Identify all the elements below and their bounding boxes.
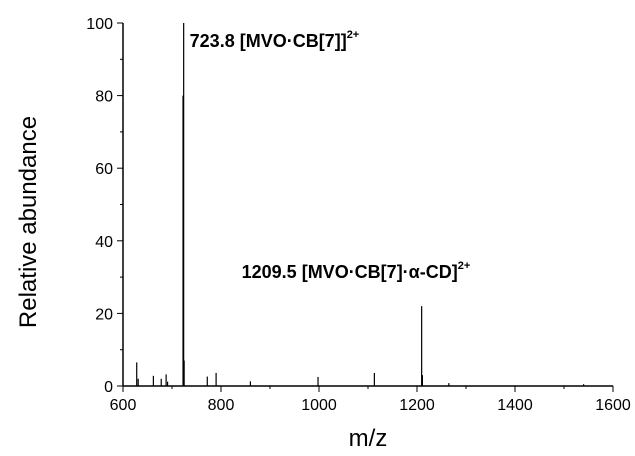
- y-axis-title: Relative abundance: [15, 116, 42, 328]
- y-tick-label: 20: [95, 306, 113, 323]
- x-tick-label: 1400: [497, 397, 533, 414]
- x-axis-title: m/z: [349, 425, 388, 452]
- charge-superscript: 2+: [458, 260, 471, 272]
- y-tick-label: 100: [86, 16, 113, 33]
- peak-annotation: 723.8 [MVO·CB[7]]2+: [190, 29, 360, 51]
- peak-series: [136, 23, 585, 386]
- tick-labels: 600 800 1000 1200 1400 1600 0 20 40 60 80 100: [86, 16, 631, 414]
- peak-annotations: 723.8 [MVO·CB[7]]2+ 1209.5 [MVO·CB[7]·α-C…: [190, 29, 471, 282]
- x-tick-label: 800: [208, 397, 235, 414]
- axes: [117, 22, 614, 392]
- y-tick-label: 0: [104, 379, 113, 396]
- y-tick-label: 60: [95, 161, 113, 178]
- peak-annotation: 1209.5 [MVO·CB[7]·α-CD]2+: [242, 260, 471, 282]
- y-tick-label: 40: [95, 234, 113, 251]
- x-tick-label: 1600: [595, 397, 631, 414]
- x-tick-label: 1000: [301, 397, 337, 414]
- charge-superscript: 2+: [347, 29, 360, 41]
- x-tick-label: 600: [110, 397, 137, 414]
- y-tick-label: 80: [95, 89, 113, 106]
- x-tick-label: 1200: [399, 397, 435, 414]
